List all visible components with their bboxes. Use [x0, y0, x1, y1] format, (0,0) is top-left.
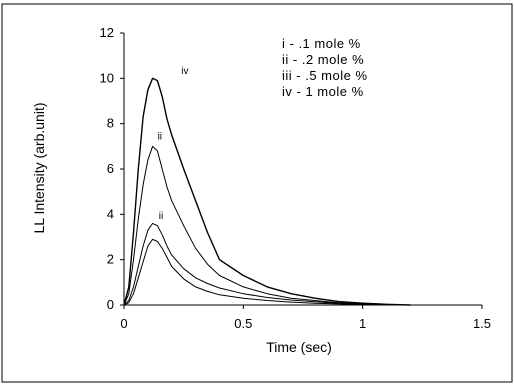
- legend-entry-ii: ii - .2 mole %: [282, 52, 364, 67]
- legend-entry-iii: iii - .5 mole %: [282, 68, 368, 83]
- curve-label: ii: [159, 211, 163, 222]
- y-tick-label: 12: [100, 25, 114, 40]
- y-tick-label: 6: [107, 161, 114, 176]
- y-ticks: 0 2 4 6 8 10 12: [100, 25, 124, 312]
- x-axis-title: Time (sec): [266, 339, 332, 355]
- curve-label: iv: [181, 66, 188, 77]
- curve-labels: iv ii ii: [158, 66, 189, 222]
- y-tick-label: 10: [100, 70, 114, 85]
- series-layer: [124, 78, 410, 305]
- y-tick-label: 4: [107, 206, 114, 221]
- x-tick-label: 1: [359, 316, 366, 331]
- legend-entry-iv: iv - 1 mole %: [282, 84, 364, 99]
- y-axis-title: LL Intensity (arb.unit): [31, 103, 47, 234]
- legend-entry-i: i - .1 mole %: [282, 36, 361, 51]
- y-tick-label: 0: [107, 297, 114, 312]
- series-line-3: [124, 146, 399, 305]
- x-tick-label: 1.5: [473, 316, 491, 331]
- chart-border: [2, 4, 512, 382]
- x-tick-label: 0: [120, 316, 127, 331]
- series-line-4: [124, 78, 410, 305]
- curve-label: ii: [158, 132, 162, 143]
- y-tick-label: 8: [107, 116, 114, 131]
- series-line-2: [124, 223, 387, 305]
- y-tick-label: 2: [107, 252, 114, 267]
- x-tick-label: 0.5: [234, 316, 252, 331]
- legend: i - .1 mole % ii - .2 mole % iii - .5 mo…: [282, 36, 368, 99]
- x-ticks: 0 0.5 1 1.5: [120, 305, 491, 331]
